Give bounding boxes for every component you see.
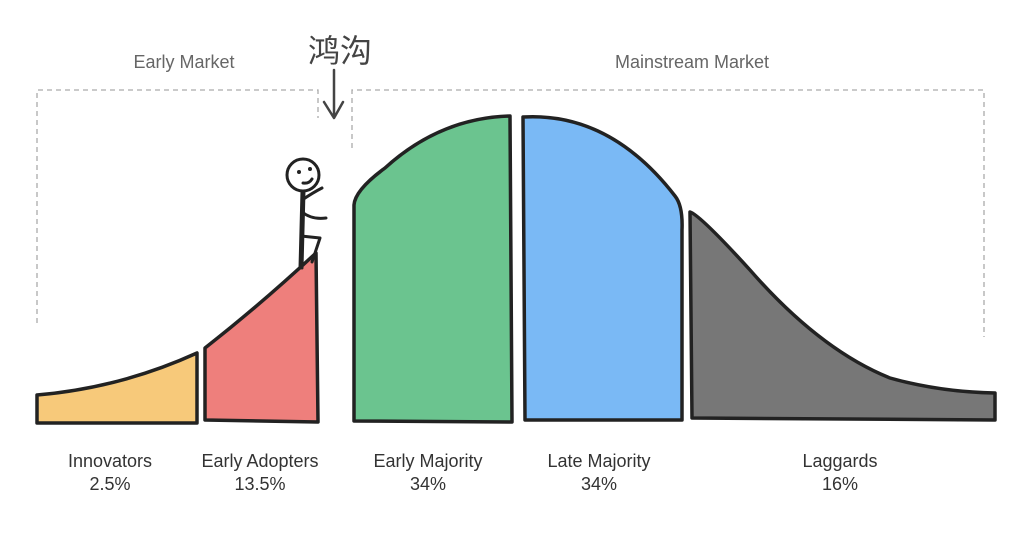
innovators-label: Innovators: [68, 451, 152, 471]
chasm-label: 鸿沟: [308, 32, 372, 70]
laggards-label: Laggards: [802, 451, 877, 471]
segment-innovators: [35, 351, 199, 425]
early-majority-label: Early Majority: [373, 451, 482, 471]
early-adopters-percent: 13.5%: [234, 474, 285, 494]
chasm-arrow-icon: [322, 68, 345, 120]
segment-late-majority: [521, 114, 684, 422]
segment-early-adopters: [203, 251, 320, 424]
early-market-bracket: [36, 89, 319, 323]
segment-laggards: [688, 210, 997, 422]
late-majority-percent: 34%: [581, 474, 617, 494]
laggards-percent: 16%: [822, 474, 858, 494]
mainstream-market-label: Mainstream Market: [615, 52, 769, 72]
early-adopters-label: Early Adopters: [201, 451, 318, 471]
innovators-percent: 2.5%: [89, 474, 130, 494]
mainstream-market-bracket: [351, 89, 985, 337]
segment-labels: Innovators 2.5% Early Adopters 13.5% Ear…: [68, 451, 878, 494]
late-majority-label: Late Majority: [547, 451, 650, 471]
segment-early-majority: [352, 114, 514, 424]
early-majority-percent: 34%: [410, 474, 446, 494]
stick-figure: [285, 157, 328, 270]
early-market-label: Early Market: [133, 52, 234, 72]
